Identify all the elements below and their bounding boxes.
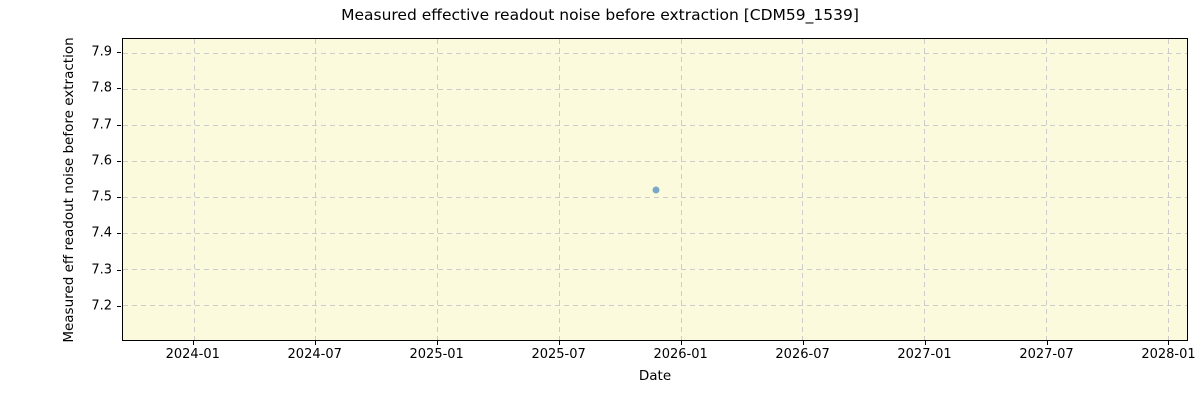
y-gridline xyxy=(123,269,1187,271)
y-tick-label: 7.9 xyxy=(91,44,112,60)
x-tick-label: 2026-01 xyxy=(653,347,708,362)
x-tick-mark xyxy=(192,341,194,345)
y-tick-label: 7.3 xyxy=(91,262,112,278)
x-tick-label: 2025-07 xyxy=(531,347,586,362)
x-gridline xyxy=(802,39,804,340)
y-tick-mark xyxy=(117,233,121,235)
y-gridline xyxy=(123,89,1187,91)
x-tick-mark xyxy=(436,341,438,345)
y-tick-label: 7.4 xyxy=(91,225,112,241)
y-gridline xyxy=(123,197,1187,199)
x-gridline xyxy=(315,39,317,340)
x-tick-label: 2024-01 xyxy=(165,347,220,362)
y-gridline xyxy=(123,125,1187,127)
y-tick-label: 7.2 xyxy=(91,298,112,314)
y-gridline xyxy=(123,161,1187,163)
y-gridline xyxy=(123,53,1187,55)
y-tick-label: 7.6 xyxy=(91,153,112,169)
x-tick-mark xyxy=(680,341,682,345)
y-tick-mark xyxy=(117,124,121,126)
x-tick-mark xyxy=(802,341,804,345)
plot-area xyxy=(122,38,1188,341)
data-point xyxy=(652,186,660,194)
y-tick-mark xyxy=(117,160,121,162)
x-tick-mark xyxy=(558,341,560,345)
x-tick-label: 2027-01 xyxy=(897,347,952,362)
y-tick-mark xyxy=(117,305,121,307)
y-gridline xyxy=(123,233,1187,235)
x-axis-label: Date xyxy=(638,368,672,384)
y-tick-label: 7.7 xyxy=(91,117,112,133)
x-tick-mark xyxy=(1168,341,1170,345)
x-gridline xyxy=(1167,39,1169,340)
y-tick-mark xyxy=(117,88,121,90)
x-tick-label: 2027-07 xyxy=(1019,347,1074,362)
y-axis-label: Measured eff readout noise before extrac… xyxy=(61,37,77,343)
y-tick-mark xyxy=(117,52,121,54)
y-tick-mark xyxy=(117,197,121,199)
y-tick-mark xyxy=(117,269,121,271)
chart-title: Measured effective readout noise before … xyxy=(341,6,859,24)
x-gridline xyxy=(437,39,439,340)
x-gridline xyxy=(680,39,682,340)
y-gridline xyxy=(123,305,1187,307)
x-gridline xyxy=(193,39,195,340)
x-tick-label: 2028-01 xyxy=(1141,347,1196,362)
y-tick-label: 7.8 xyxy=(91,80,112,96)
x-tick-mark xyxy=(1046,341,1048,345)
x-tick-label: 2025-01 xyxy=(409,347,464,362)
y-tick-label: 7.5 xyxy=(91,189,112,205)
x-tick-label: 2026-07 xyxy=(775,347,830,362)
x-tick-label: 2024-07 xyxy=(287,347,342,362)
x-tick-mark xyxy=(924,341,926,345)
x-gridline xyxy=(1045,39,1047,340)
x-gridline xyxy=(924,39,926,340)
x-gridline xyxy=(558,39,560,340)
x-tick-mark xyxy=(314,341,316,345)
